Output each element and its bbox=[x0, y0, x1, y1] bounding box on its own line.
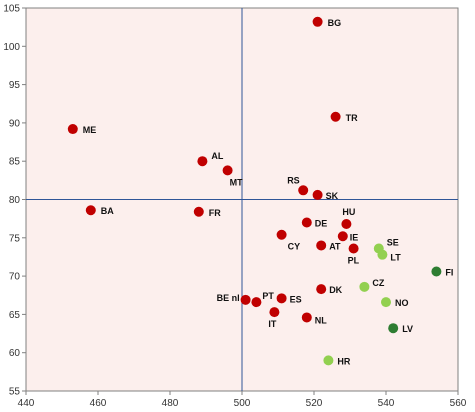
y-axis: 55 60 65 70 75 80 85 90 95 100 105 bbox=[3, 4, 26, 398]
data-point-de bbox=[301, 217, 312, 228]
x-tick-label: 440 bbox=[18, 398, 35, 409]
data-point-ie bbox=[337, 231, 348, 242]
data-label-cy: CY bbox=[288, 242, 301, 252]
y-tick-label: 85 bbox=[9, 157, 21, 168]
data-point-sk bbox=[312, 189, 323, 200]
data-label-lv: LV bbox=[402, 324, 413, 334]
data-point-al bbox=[197, 156, 208, 167]
y-tick-label: 65 bbox=[9, 310, 21, 321]
reference-lines bbox=[26, 8, 458, 391]
data-label-nl: NL bbox=[315, 315, 327, 325]
y-tick-label: 105 bbox=[3, 4, 20, 15]
y-tick-label: 70 bbox=[9, 272, 21, 283]
data-label-es: ES bbox=[290, 294, 302, 304]
data-label-at: AT bbox=[329, 241, 341, 251]
y-tick-label: 60 bbox=[9, 348, 21, 359]
data-point-it bbox=[269, 307, 280, 318]
data-label-tr: TR bbox=[346, 113, 358, 123]
data-point-be-nl bbox=[240, 294, 251, 305]
y-tick-label: 75 bbox=[9, 233, 21, 244]
data-point-cz bbox=[359, 281, 370, 292]
data-label-dk: DK bbox=[329, 285, 342, 295]
x-tick-label: 520 bbox=[306, 398, 323, 409]
data-label-cz: CZ bbox=[372, 278, 384, 288]
x-axis: 440 460 480 500 520 540 560 bbox=[18, 391, 467, 409]
y-tick-label: 90 bbox=[9, 118, 21, 129]
data-point-ba bbox=[85, 205, 96, 216]
data-label-mt: MT bbox=[230, 177, 243, 187]
data-point-es bbox=[276, 293, 287, 304]
data-label-lt: LT bbox=[390, 253, 401, 263]
data-point-no bbox=[381, 297, 391, 308]
data-point-lv bbox=[388, 323, 399, 334]
y-tick-label: 100 bbox=[3, 42, 20, 53]
data-points: BG TR ME AL MT RS SK BA FR HU DE IE CY AT PL SE LT FI CZ DK… bbox=[67, 16, 453, 366]
data-point-bg bbox=[312, 16, 323, 27]
data-label-bg: BG bbox=[328, 18, 342, 28]
data-point-cy bbox=[276, 229, 287, 240]
data-label-pt: PT bbox=[262, 291, 274, 301]
data-point-at bbox=[316, 240, 327, 251]
data-label-se: SE bbox=[387, 238, 399, 248]
x-tick-label: 540 bbox=[378, 398, 395, 409]
data-point-fi bbox=[431, 266, 442, 277]
data-point-hu bbox=[341, 219, 352, 230]
data-label-me: ME bbox=[83, 125, 97, 135]
data-point-mt bbox=[222, 165, 233, 176]
data-label-hr: HR bbox=[337, 356, 350, 366]
y-tick-label: 80 bbox=[9, 195, 21, 206]
y-tick-label: 55 bbox=[9, 387, 21, 398]
x-tick-label: 560 bbox=[450, 398, 467, 409]
data-label-al: AL bbox=[211, 151, 223, 161]
data-label-de: DE bbox=[315, 218, 328, 228]
data-label-fr: FR bbox=[209, 208, 221, 218]
x-tick-label: 460 bbox=[90, 398, 107, 409]
data-point-nl bbox=[301, 312, 312, 323]
data-label-pl: PL bbox=[348, 256, 360, 266]
data-point-fr bbox=[193, 206, 204, 217]
data-label-no: NO bbox=[395, 298, 409, 308]
x-tick-label: 500 bbox=[234, 398, 251, 409]
data-label-hu: HU bbox=[342, 207, 355, 217]
y-tick-label: 95 bbox=[9, 80, 21, 91]
data-label-fi: FI bbox=[445, 268, 453, 278]
data-label-rs: RS bbox=[287, 175, 300, 185]
data-point-rs bbox=[298, 185, 309, 196]
data-point-pl bbox=[348, 243, 359, 254]
data-label-ba: BA bbox=[101, 206, 114, 216]
data-label-ie: IE bbox=[350, 232, 359, 242]
data-label-sk: SK bbox=[326, 191, 339, 201]
data-label-be-nl: BE nl bbox=[217, 293, 240, 303]
x-tick-label: 480 bbox=[162, 398, 179, 409]
data-point-hr bbox=[323, 355, 334, 366]
data-point-dk bbox=[316, 284, 327, 295]
data-label-it: IT bbox=[268, 319, 277, 329]
data-point-tr bbox=[330, 111, 341, 122]
data-point-me bbox=[67, 124, 78, 135]
data-point-lt bbox=[377, 249, 388, 260]
data-point-pt bbox=[251, 297, 262, 308]
